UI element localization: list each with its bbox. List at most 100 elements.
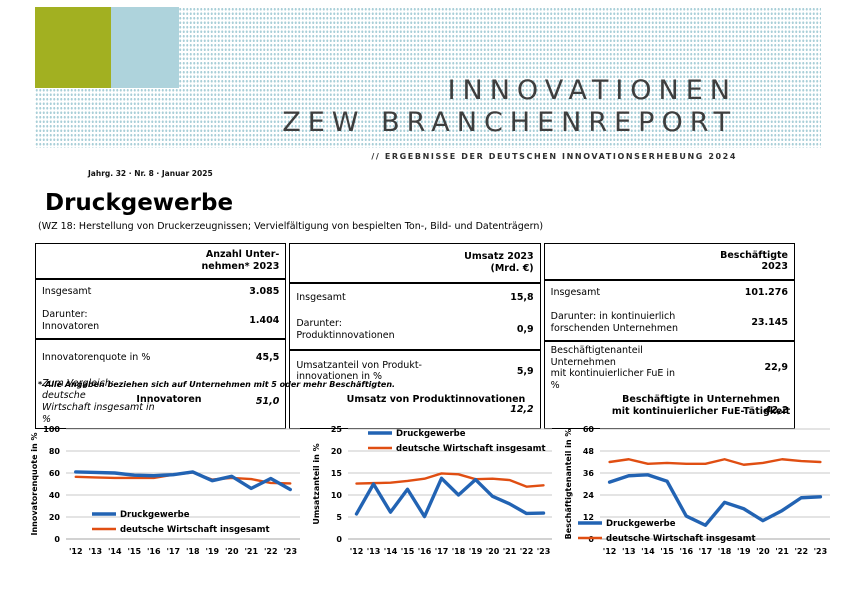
svg-text:'21: '21 [503,547,517,556]
svg-text:0: 0 [336,535,342,544]
svg-text:36: 36 [583,469,595,478]
table-row-value: 15,8 [510,291,534,303]
innovatoren-chart-svg: 0 20 40 60 80 100 '12 '13 '14 '15 '16 '17 '18 '19 '20 '… [30,425,300,556]
svg-text:'13: '13 [367,547,381,556]
svg-text:'23: '23 [814,547,828,556]
svg-text:'19: '19 [469,547,483,556]
svg-text:'22: '22 [794,547,808,556]
svg-text:'14: '14 [384,547,398,556]
table-row-label: Innovatorenquote in % [42,352,151,364]
svg-text:Umsatzanteil in %: Umsatzanteil in % [312,443,321,524]
svg-text:'19: '19 [205,547,219,556]
svg-text:80: 80 [49,447,61,456]
svg-text:'12: '12 [350,547,364,556]
svg-text:'14: '14 [641,547,655,556]
svg-text:'17: '17 [699,547,713,556]
svg-text:'20: '20 [225,547,239,556]
svg-text:100: 100 [43,425,60,434]
svg-text:Beschäftigtenanteil in %: Beschäftigtenanteil in % [564,429,573,540]
charts-row: Innovatoren 0 20 40 60 80 100'12'13'14'15'16 '… [28,391,840,577]
svg-text:'16: '16 [147,547,161,556]
table-umsatz: Umsatz 2023 (Mrd. €) Insgesamt 15,8 Darun… [289,243,541,429]
table-row-value: 45,5 [255,352,280,364]
svg-text:'18: '18 [452,547,466,556]
svg-text:15: 15 [331,469,343,478]
svg-text:'22: '22 [520,547,534,556]
page-title: Druckgewerbe [45,190,234,216]
kpi-tables-row: Anzahl Unter- nehmen* 2023 Insgesamt 3.08… [35,243,795,429]
svg-text:'23: '23 [537,547,551,556]
svg-text:24: 24 [583,491,595,500]
svg-text:12: 12 [583,513,594,522]
table-header: Beschäftigte 2023 [691,243,795,281]
table-row-label: Darunter: Innovatoren [35,304,164,340]
svg-text:0: 0 [588,535,594,544]
banner-subtitle: // ERGEBNISSE DER DEUTSCHEN INNOVATIONSE… [371,152,737,161]
svg-text:'15: '15 [127,547,141,556]
table-row-label: Darunter: in kontinuierlich forschenden … [544,305,692,343]
svg-text:20: 20 [331,447,343,456]
svg-text:'20: '20 [486,547,500,556]
svg-text:'12: '12 [603,547,617,556]
svg-text:Druckgewerbe: Druckgewerbe [396,429,466,439]
svg-text:'16: '16 [418,547,432,556]
table-row-value: 42,2 [764,405,788,417]
svg-text:'18: '18 [718,547,732,556]
table-row-value: 51,0 [255,395,280,407]
svg-text:25: 25 [331,425,343,434]
svg-text:Druckgewerbe: Druckgewerbe [120,510,190,520]
beschaeftigte-chart-svg: 0 12 24 36 48 60 '12 '13 '14 '15 '16 '17 '18 '19 '20 '2… [564,425,830,556]
table-row-value: 12,2 [510,403,534,415]
table-beschaeftigte: Beschäftigte 2023 Insgesamt 101.276 Darun… [543,243,795,429]
table-row-value: 1.404 [163,304,286,340]
table-row-value: 23.145 [691,305,795,343]
chart-title: Innovatoren [136,394,202,405]
table-row-value: 0,9 [437,311,541,352]
table-row-label: Beschäftigtenanteil Unternehmen mit kont… [550,344,676,392]
table-row-label: Zum Vergleich: deutsche Wirtschaft insge… [42,378,155,425]
svg-text:'21: '21 [775,547,789,556]
svg-text:'15: '15 [401,547,415,556]
svg-text:10: 10 [331,491,343,500]
table-row-label: Insgesamt [550,287,601,299]
svg-text:'15: '15 [660,547,674,556]
table-unternehmen: Anzahl Unter- nehmen* 2023 Insgesamt 3.08… [35,243,287,429]
svg-text:deutsche Wirtschaft insgesamt: deutsche Wirtschaft insgesamt [396,444,546,454]
svg-text:'17: '17 [166,547,180,556]
table-row-value: 5,9 [516,365,534,377]
issue-line: Jahrg. 32 · Nr. 8 · Januar 2025 [88,169,213,178]
svg-text:'12: '12 [69,547,83,556]
svg-text:'13: '13 [622,547,636,556]
svg-text:48: 48 [583,447,595,456]
svg-text:'13: '13 [88,547,102,556]
svg-text:deutsche Wirtschaft insgesamt: deutsche Wirtschaft insgesamt [120,525,270,535]
svg-text:'17: '17 [435,547,449,556]
table-header: Anzahl Unter- nehmen* 2023 [163,243,286,280]
footnote: * Alle Angaben beziehen sich auf Unterne… [38,380,396,389]
brand-blue-block [111,7,179,88]
svg-text:60: 60 [49,469,61,478]
table-row-label: Darunter: Produktinnovationen [289,311,438,352]
table-row-value: 22,9 [764,362,788,374]
banner-title-line2: ZEW BRANCHENREPORT [282,107,737,138]
svg-text:'18: '18 [186,547,200,556]
table-row-value: 101.276 [744,287,788,299]
svg-text:'23: '23 [283,547,297,556]
chart-title: Umsatz von Produktinnovationen [346,394,526,405]
banner-title-line1: INNOVATIONEN [447,75,737,106]
chart-umsatz-produktinnovationen: Umsatz von Produktinnovationen 0 5 10 15 20 2… [310,391,562,577]
table-row-label: Umsatzanteil von Produkt- innovationen i… [296,359,422,383]
header-banner: INNOVATIONEN ZEW BRANCHENREPORT [35,7,821,148]
svg-text:'20: '20 [756,547,770,556]
svg-text:Druckgewerbe: Druckgewerbe [606,519,676,529]
svg-text:deutsche Wirtschaft insgesamt: deutsche Wirtschaft insgesamt [606,534,756,544]
svg-text:'16: '16 [679,547,693,556]
umsatz-chart-svg: 0 5 10 15 20 25 '12'13'14'15'16'17'18'19'20'21… [312,425,552,556]
svg-text:5: 5 [336,513,342,522]
table-row-label: Insgesamt [42,286,92,298]
page-subtitle: (WZ 18: Herstellung von Druckerzeugnisse… [38,221,544,232]
svg-text:0: 0 [54,535,60,544]
chart-innovatoren: Innovatoren 0 20 40 60 80 100 '12 '13 '14 '15 '16 '… [28,391,310,577]
chart-title: Beschäftigte in Unternehmen mit kontinui… [611,394,791,418]
